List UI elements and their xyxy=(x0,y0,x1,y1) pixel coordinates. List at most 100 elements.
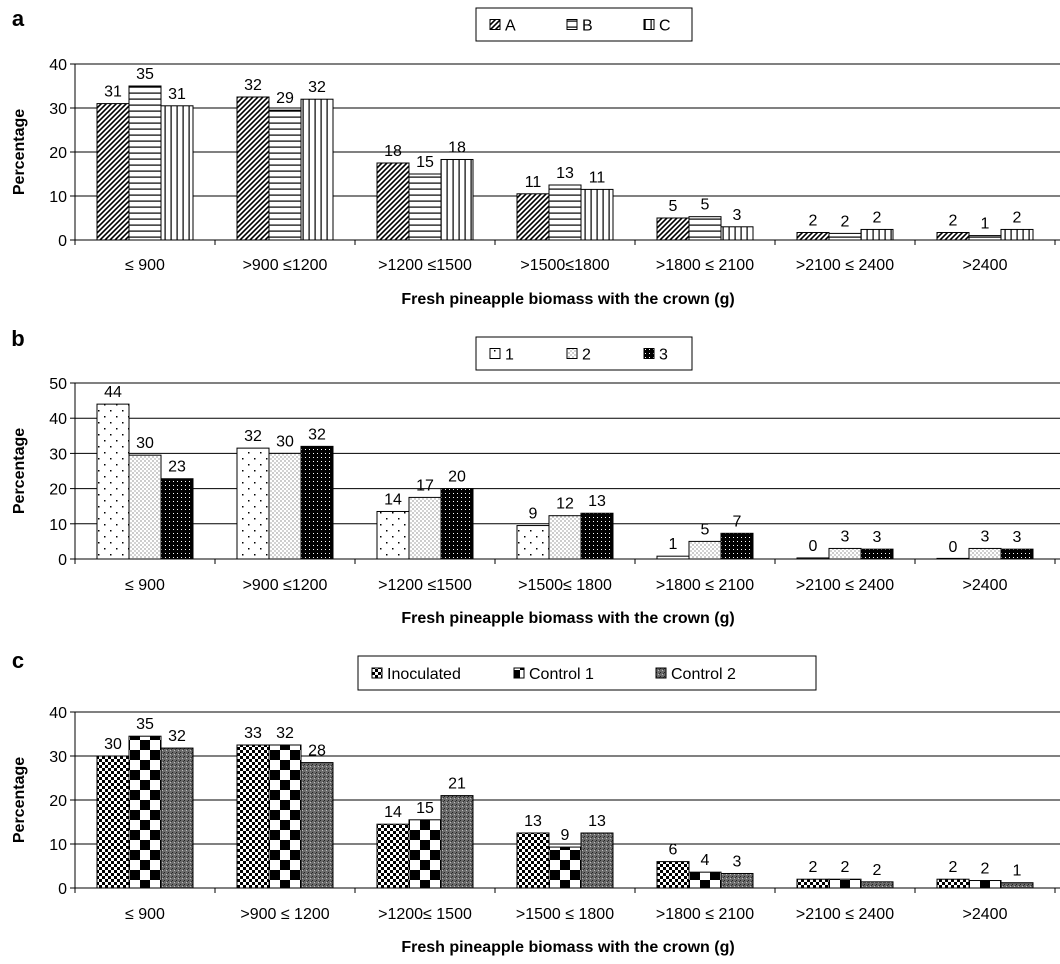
data-label: 5 xyxy=(669,198,678,215)
legend: A B C xyxy=(475,7,693,42)
data-label: 13 xyxy=(588,493,606,510)
y-tick-label: 0 xyxy=(58,552,67,569)
legend-label: 2 xyxy=(582,347,591,364)
bar-2-0 xyxy=(128,454,162,560)
bar-b-6 xyxy=(968,235,1002,241)
y-axis-title: Percentage xyxy=(11,757,28,843)
bar-1-5 xyxy=(796,557,830,560)
data-label: 32 xyxy=(168,728,186,745)
legend-label: Inoculated xyxy=(387,666,461,683)
bar-c-1 xyxy=(300,98,334,241)
data-label: 2 xyxy=(841,859,850,876)
data-label: 3 xyxy=(873,529,882,546)
data-label: 30 xyxy=(104,736,122,753)
data-label: 2 xyxy=(873,862,882,879)
data-label: 5 xyxy=(701,197,710,214)
data-label: 15 xyxy=(416,154,434,171)
data-label: 14 xyxy=(384,491,402,508)
legend: Inoculated Control 1 Control 2 xyxy=(357,655,817,691)
x-tick-label: >1200≤ 1500 xyxy=(378,906,472,923)
bar-a-4 xyxy=(656,217,690,241)
data-label: 0 xyxy=(949,539,958,556)
data-label: 17 xyxy=(416,477,434,494)
x-tick-label: >1800 ≤ 2100 xyxy=(656,257,754,274)
panel-label: a xyxy=(12,6,25,31)
bar-2-2 xyxy=(408,496,442,560)
bar-b-0 xyxy=(128,85,162,241)
bar-a-5 xyxy=(796,232,830,241)
data-label: 11 xyxy=(525,174,542,191)
bar-inoculated-0 xyxy=(96,755,130,889)
bar-a-2 xyxy=(376,162,410,241)
bar-control-1-2 xyxy=(408,819,442,889)
bar-3-6 xyxy=(1000,548,1034,560)
data-label: 30 xyxy=(276,433,294,450)
legend-swatch xyxy=(566,348,578,359)
bar-c-6 xyxy=(1000,228,1034,241)
y-tick-label: 40 xyxy=(49,57,67,74)
y-tick-label: 0 xyxy=(58,881,67,898)
legend-box xyxy=(357,655,817,691)
legend: 1 2 3 xyxy=(475,336,693,371)
panel-label: c xyxy=(12,648,24,673)
legend-box xyxy=(475,7,693,42)
x-tick-label: >2100 ≤ 2400 xyxy=(796,257,894,274)
x-tick-label: ≤ 900 xyxy=(125,906,165,923)
y-tick-label: 30 xyxy=(49,446,67,463)
data-label: 23 xyxy=(168,459,186,476)
bar-control-2-2 xyxy=(440,795,474,889)
data-label: 31 xyxy=(168,86,186,103)
x-axis-title: Fresh pineapple biomass with the crown (… xyxy=(401,610,734,627)
y-axis-title: Percentage xyxy=(11,109,28,195)
bar-control-1-4 xyxy=(688,871,722,889)
bar-control-2-1 xyxy=(300,762,334,889)
bar-a-1 xyxy=(236,96,270,241)
legend-label: A xyxy=(505,18,516,35)
data-label: 14 xyxy=(384,804,402,821)
bar-1-1 xyxy=(236,447,270,560)
data-label: 1 xyxy=(981,216,990,233)
legend-swatch xyxy=(513,667,525,679)
bar-a-0 xyxy=(96,103,130,241)
bar-b-3 xyxy=(548,184,582,241)
bar-control-1-5 xyxy=(828,878,862,889)
bar-1-0 xyxy=(96,403,130,560)
x-tick-label: >2400 xyxy=(963,257,1008,274)
bar-b-1 xyxy=(268,109,302,241)
data-label: 20 xyxy=(448,469,466,486)
x-tick-label: >2400 xyxy=(963,906,1008,923)
bar-1-6 xyxy=(936,557,970,560)
bar-inoculated-5 xyxy=(796,878,830,889)
data-label: 5 xyxy=(701,521,710,538)
data-label: 11 xyxy=(589,169,606,186)
legend-label: 3 xyxy=(659,347,668,364)
bar-b-2 xyxy=(408,173,442,241)
x-tick-label: >1800 ≤ 2100 xyxy=(656,577,754,594)
data-label: 3 xyxy=(733,207,742,224)
data-label: 35 xyxy=(136,716,154,733)
bar-inoculated-3 xyxy=(516,832,550,889)
bar-2-3 xyxy=(548,515,582,560)
bar-inoculated-2 xyxy=(376,823,410,889)
data-label: 33 xyxy=(244,725,262,742)
bar-3-2 xyxy=(440,488,474,560)
legend-swatch xyxy=(643,19,655,30)
bar-3-3 xyxy=(580,512,614,560)
data-label: 3 xyxy=(981,528,990,545)
y-tick-label: 10 xyxy=(49,517,67,534)
data-label: 18 xyxy=(384,143,402,160)
x-tick-label: >900 ≤ 1200 xyxy=(240,906,329,923)
data-label: 9 xyxy=(561,827,570,844)
legend-swatch xyxy=(643,348,655,359)
y-tick-label: 30 xyxy=(49,101,67,118)
bar-control-2-6 xyxy=(1000,882,1034,889)
bar-2-5 xyxy=(828,547,862,560)
data-label: 2 xyxy=(949,213,958,230)
y-tick-label: 10 xyxy=(49,189,67,206)
x-tick-label: >1200 ≤1500 xyxy=(378,577,472,594)
y-tick-label: 40 xyxy=(49,411,67,428)
data-label: 13 xyxy=(556,165,574,182)
